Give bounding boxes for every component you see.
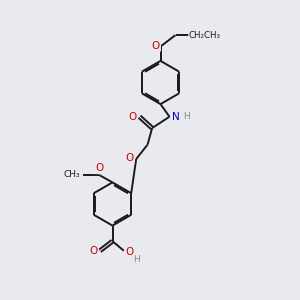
Text: O: O (129, 112, 137, 122)
Text: N: N (172, 112, 180, 122)
Text: H: H (133, 255, 140, 264)
Text: O: O (125, 247, 134, 257)
Text: H: H (183, 112, 190, 121)
Text: CH₂CH₃: CH₂CH₃ (189, 31, 221, 40)
Text: O: O (95, 163, 103, 173)
Text: CH₃: CH₃ (64, 170, 80, 179)
Text: O: O (125, 153, 134, 164)
Text: O: O (152, 41, 160, 51)
Text: O: O (90, 246, 98, 256)
